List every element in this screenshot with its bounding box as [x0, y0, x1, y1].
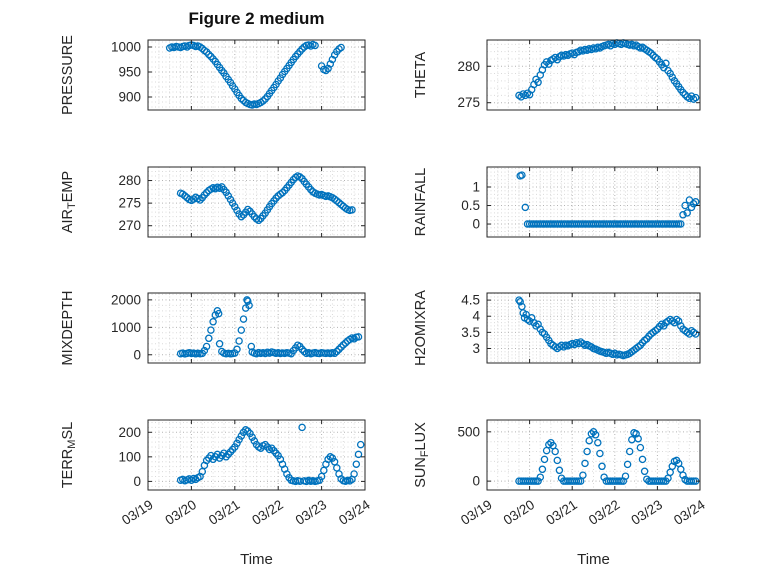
- y-tick-label: 0: [472, 217, 480, 232]
- y-tick-label: 1000: [111, 320, 141, 335]
- axes-box: [147, 166, 366, 238]
- subplot-theta: 275 280 THETA: [413, 39, 701, 111]
- y-tick-label: 3.5: [461, 325, 480, 340]
- scatter-points: [176, 172, 356, 225]
- y-tick-label: 0.5: [461, 198, 480, 213]
- y-tick-label: 900: [118, 90, 141, 105]
- grid-lines: [148, 293, 365, 363]
- y-axis-label: RAINFALL: [413, 168, 429, 237]
- axes-box: [486, 292, 701, 364]
- subplot-sun-flux: 0 500 03/19 03/20 03/21 03/22 03/23 03/24 SUNFLU…: [413, 419, 708, 528]
- y-tick-label: 200: [118, 425, 141, 440]
- x-tick-label: 03/23: [629, 497, 666, 528]
- y-tick-label: 100: [118, 449, 141, 464]
- x-tick-label: 03/23: [293, 497, 330, 528]
- y-axis-label: TERRMSL: [60, 422, 78, 488]
- axes-box: [486, 166, 701, 238]
- x-axis-label-left: Time: [240, 551, 273, 568]
- scatter-points: [515, 296, 700, 360]
- x-tick-label: 03/24: [671, 497, 708, 528]
- y-tick-label: 0: [472, 474, 480, 489]
- x-axis-label-right: Time: [577, 551, 610, 568]
- x-tick-label: 03/19: [119, 497, 156, 528]
- y-axis-label: THETA: [413, 51, 429, 98]
- tick-marks: [147, 420, 366, 490]
- y-tick-label: 280: [118, 173, 141, 188]
- y-tick-label: 3: [472, 341, 480, 356]
- subplot-h2omixra: 33.544.5 H2OMIXRA: [413, 290, 701, 366]
- subplot-rainfall: 0 0.5 1 RAINFALL: [413, 166, 701, 238]
- axes-box: [147, 39, 366, 111]
- axes-box: [147, 419, 366, 491]
- tick-marks: [486, 293, 701, 363]
- tick-marks: [147, 293, 366, 363]
- scatter-points: [516, 171, 700, 228]
- scatter-points: [515, 39, 700, 103]
- x-tick-label: 03/20: [501, 497, 538, 528]
- y-tick-label: 1: [472, 180, 480, 195]
- scatter-points: [515, 428, 700, 485]
- scatter-points: [176, 423, 365, 486]
- y-axis-label: AIRTEMP: [60, 171, 78, 233]
- y-tick-label: 500: [457, 424, 480, 439]
- scatter-points: [176, 296, 363, 358]
- tick-marks: [486, 40, 701, 110]
- y-tick-label: 4: [472, 309, 480, 324]
- subplot-air-temp: 270 275 280 AIRTEMP: [60, 166, 366, 238]
- y-tick-label: 950: [118, 65, 141, 80]
- axes-box: [486, 39, 701, 111]
- axes-box: [147, 292, 366, 364]
- y-tick-label: 0: [133, 347, 141, 362]
- y-axis-label: MIXDEPTH: [60, 291, 76, 366]
- y-tick-label: 2000: [111, 292, 141, 307]
- tick-marks: [486, 420, 701, 490]
- x-tick-label: 03/21: [543, 497, 580, 528]
- y-tick-label: 1000: [111, 40, 141, 55]
- y-tick-label: 270: [118, 218, 141, 233]
- axes-box: [486, 419, 701, 491]
- x-tick-label: 03/21: [206, 497, 243, 528]
- y-axis-label: H2OMIXRA: [413, 290, 429, 366]
- x-tick-label: 03/22: [249, 497, 286, 528]
- tick-marks: [486, 167, 701, 237]
- figure-title: Figure 2 medium: [188, 9, 325, 28]
- grid-lines: [487, 40, 700, 110]
- scatter-points: [165, 40, 345, 109]
- grid-lines: [148, 167, 365, 237]
- x-tick-label: 03/19: [458, 497, 495, 528]
- subplot-mixdepth: 0 1000 2000 MIXDEPTH: [60, 291, 366, 366]
- y-tick-label: 275: [118, 196, 141, 211]
- y-axis-label: PRESSURE: [60, 35, 76, 115]
- grid-lines: [487, 420, 700, 490]
- x-tick-label: 03/22: [586, 497, 623, 528]
- tick-marks: [147, 167, 366, 237]
- y-axis-label: SUNFLUX: [413, 422, 431, 488]
- y-tick-label: 0: [133, 474, 141, 489]
- y-tick-label: 275: [457, 95, 480, 110]
- tick-marks: [147, 40, 366, 110]
- x-tick-label: 03/24: [336, 497, 373, 528]
- y-tick-label: 280: [457, 59, 480, 74]
- subplot-terr-msl: 0 100 200 03/19 03/20 03/21 03/22 03/23 03/24 TER…: [60, 419, 373, 528]
- x-tick-label: 03/20: [163, 497, 200, 528]
- subplot-pressure: 900 950 1000 PRESSURE: [60, 35, 366, 115]
- y-tick-label: 4.5: [461, 293, 480, 308]
